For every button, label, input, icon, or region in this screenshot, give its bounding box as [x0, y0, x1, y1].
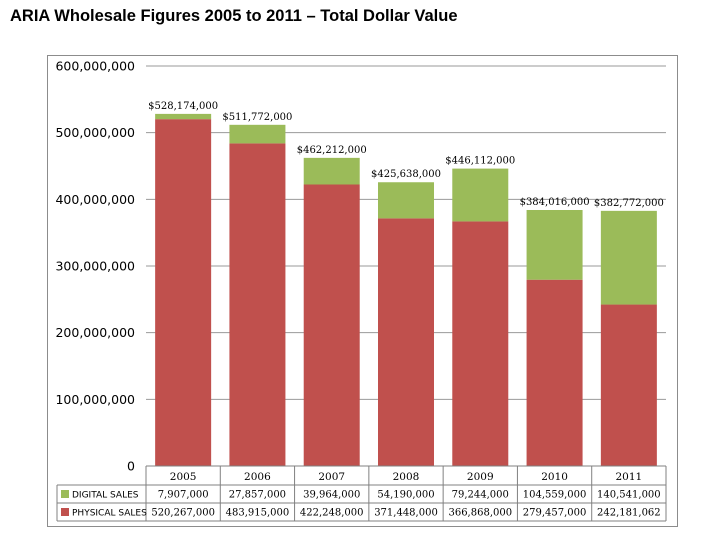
total-label-2009: $446,112,000	[445, 156, 515, 167]
y-tick-label-2: 200,000,000	[55, 325, 135, 340]
chart-title: ARIA Wholesale Figures 2005 to 2011 – To…	[10, 7, 458, 25]
bar-physical-2010	[526, 279, 583, 466]
bar-digital-2006	[229, 124, 286, 144]
y-tick-label-0: 0	[127, 459, 135, 474]
total-label-2010: $384,016,000	[520, 197, 590, 208]
category-label-2011: 2011	[615, 471, 642, 483]
y-tick-label-6: 600,000,000	[55, 59, 135, 74]
bar-digital-2010	[526, 209, 583, 280]
series-name-physical: PHYSICAL SALES	[72, 509, 147, 519]
cell-physical-2008: 371,448,000	[374, 508, 438, 519]
category-label-2010: 2010	[541, 471, 568, 483]
category-label-2009: 2009	[467, 471, 494, 483]
y-tick-label-3: 300,000,000	[55, 259, 135, 274]
total-label-2005: $528,174,000	[148, 101, 218, 112]
bar-digital-2007	[303, 157, 360, 185]
y-tick-label-1: 100,000,000	[55, 392, 135, 407]
cell-digital-2005: 7,907,000	[158, 490, 209, 501]
cell-physical-2005: 520,267,000	[151, 508, 215, 519]
bar-physical-2005	[155, 119, 212, 466]
category-label-2007: 2007	[318, 471, 345, 483]
cell-physical-2006: 483,915,000	[226, 508, 290, 519]
cell-digital-2008: 54,190,000	[377, 490, 434, 501]
category-label-2005: 2005	[170, 471, 197, 483]
bar-physical-2006	[229, 143, 286, 466]
bar-physical-2009	[452, 221, 509, 466]
bar-digital-2011	[600, 210, 657, 305]
cell-physical-2010: 279,457,000	[523, 508, 587, 519]
bar-physical-2007	[303, 184, 360, 466]
legend-key-digital	[61, 490, 69, 498]
cell-digital-2007: 39,964,000	[303, 490, 360, 501]
chart-frame	[47, 55, 678, 527]
cell-digital-2010: 104,559,000	[523, 490, 587, 501]
bar-digital-2005	[155, 113, 212, 120]
category-label-2006: 2006	[244, 471, 271, 483]
cell-digital-2011: 140,541,000	[597, 490, 661, 501]
cell-physical-2009: 366,868,000	[448, 508, 512, 519]
cell-digital-2006: 27,857,000	[229, 490, 286, 501]
y-tick-label-4: 400,000,000	[55, 192, 135, 207]
series-name-digital: DIGITAL SALES	[72, 491, 139, 501]
y-tick-label-5: 500,000,000	[55, 125, 135, 140]
bar-physical-2011	[600, 304, 657, 466]
category-label-2008: 2008	[393, 471, 420, 483]
cell-physical-2007: 422,248,000	[300, 508, 364, 519]
bar-digital-2009	[452, 168, 509, 222]
total-label-2011: $382,772,000	[594, 198, 664, 209]
cell-digital-2009: 79,244,000	[452, 490, 509, 501]
cell-physical-2011: 242,181,062	[597, 508, 661, 519]
total-label-2008: $425,638,000	[371, 169, 441, 180]
legend-key-physical	[61, 508, 69, 516]
bar-digital-2008	[378, 182, 434, 219]
total-label-2006: $511,772,000	[222, 112, 292, 123]
total-label-2007: $462,212,000	[297, 145, 367, 156]
bar-physical-2008	[378, 218, 434, 466]
